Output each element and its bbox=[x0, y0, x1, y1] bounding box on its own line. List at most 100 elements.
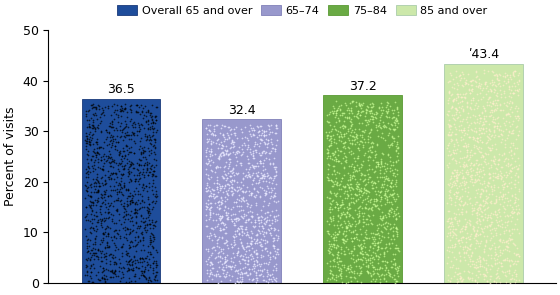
Point bbox=[81, 204, 90, 209]
Point bbox=[123, 110, 132, 114]
Point bbox=[229, 265, 238, 269]
Point bbox=[124, 275, 133, 280]
Point bbox=[81, 263, 90, 268]
Point bbox=[474, 268, 483, 273]
Point bbox=[81, 257, 90, 261]
Point bbox=[483, 213, 492, 218]
Point bbox=[143, 167, 152, 172]
Point bbox=[206, 167, 215, 172]
Point bbox=[205, 234, 214, 238]
Point bbox=[487, 231, 496, 236]
Point bbox=[333, 201, 342, 206]
Point bbox=[500, 91, 509, 96]
Point bbox=[334, 171, 343, 176]
Point bbox=[350, 228, 359, 233]
Point bbox=[501, 225, 510, 230]
Point bbox=[81, 226, 90, 231]
Point bbox=[137, 264, 146, 268]
Point bbox=[485, 213, 494, 218]
Point bbox=[116, 148, 125, 153]
Point bbox=[255, 141, 264, 146]
Point bbox=[252, 171, 261, 176]
Point bbox=[232, 216, 241, 220]
Point bbox=[509, 91, 518, 95]
Point bbox=[328, 244, 337, 248]
Point bbox=[392, 115, 401, 120]
Point bbox=[129, 189, 138, 194]
Point bbox=[381, 168, 390, 173]
Point bbox=[497, 182, 506, 187]
Point bbox=[340, 159, 349, 164]
Point bbox=[219, 176, 228, 181]
Point bbox=[138, 106, 147, 111]
Point bbox=[243, 255, 252, 259]
Point bbox=[101, 190, 110, 194]
Point bbox=[234, 226, 243, 230]
Point bbox=[370, 149, 379, 153]
Point bbox=[507, 208, 516, 213]
Point bbox=[508, 141, 517, 145]
Point bbox=[267, 137, 276, 141]
Point bbox=[332, 200, 340, 204]
Point bbox=[83, 249, 92, 254]
Point bbox=[257, 175, 266, 180]
Point bbox=[334, 268, 343, 273]
Point bbox=[384, 208, 393, 213]
Point bbox=[151, 270, 160, 275]
Point bbox=[496, 237, 505, 242]
Point bbox=[144, 278, 153, 283]
Point bbox=[457, 99, 466, 104]
Point bbox=[472, 101, 480, 106]
Point bbox=[384, 106, 393, 111]
Point bbox=[128, 262, 137, 267]
Point bbox=[115, 260, 124, 265]
Point bbox=[201, 212, 210, 217]
Point bbox=[509, 211, 518, 215]
Point bbox=[508, 205, 517, 210]
Point bbox=[333, 170, 342, 175]
Point bbox=[391, 121, 400, 126]
Point bbox=[264, 223, 273, 228]
Point bbox=[452, 189, 461, 194]
Point bbox=[249, 262, 258, 266]
Point bbox=[477, 238, 486, 243]
Point bbox=[142, 263, 151, 268]
Point bbox=[445, 249, 454, 254]
Point bbox=[445, 130, 454, 134]
Point bbox=[114, 140, 123, 145]
Point bbox=[82, 205, 91, 209]
Point bbox=[386, 259, 395, 264]
Point bbox=[263, 210, 272, 215]
Point bbox=[467, 173, 476, 178]
Point bbox=[213, 156, 222, 161]
Point bbox=[135, 105, 144, 109]
Point bbox=[119, 242, 128, 247]
Point bbox=[348, 134, 357, 139]
Point bbox=[466, 126, 475, 131]
Point bbox=[90, 236, 99, 240]
Point bbox=[511, 159, 520, 164]
Point bbox=[231, 232, 240, 236]
Point bbox=[337, 213, 346, 217]
Point bbox=[475, 174, 484, 179]
Point bbox=[490, 159, 499, 164]
Point bbox=[479, 114, 488, 119]
Point bbox=[133, 110, 142, 114]
Point bbox=[141, 114, 150, 119]
Point bbox=[228, 218, 237, 223]
Point bbox=[350, 191, 359, 196]
Point bbox=[367, 145, 376, 150]
Point bbox=[512, 124, 521, 129]
Point bbox=[152, 278, 161, 283]
Point bbox=[450, 244, 459, 249]
Point bbox=[347, 248, 356, 253]
Point bbox=[95, 278, 104, 282]
Point bbox=[132, 265, 141, 270]
Point bbox=[82, 167, 91, 171]
Point bbox=[243, 201, 252, 205]
Point bbox=[258, 127, 267, 132]
Point bbox=[446, 195, 455, 200]
Point bbox=[261, 142, 270, 146]
Point bbox=[253, 254, 262, 259]
Point bbox=[393, 168, 402, 172]
